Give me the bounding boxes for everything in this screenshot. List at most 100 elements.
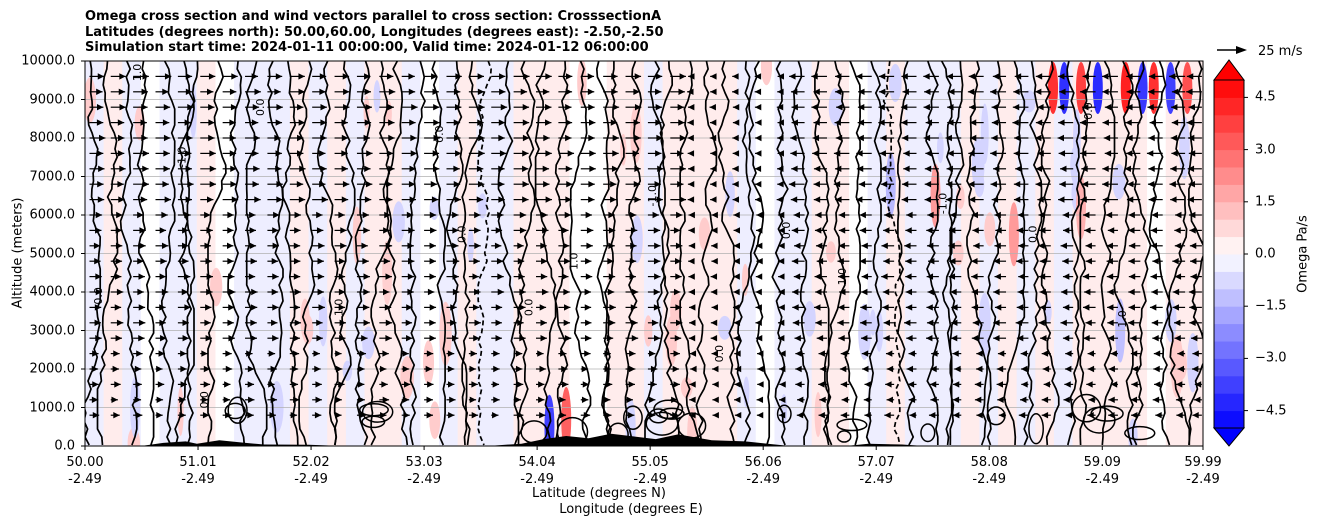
wind-vector-head [649,396,656,403]
wind-vector-head [973,242,980,249]
wind-vector-head [603,396,611,403]
colorbar-extend-min [1212,427,1246,447]
wind-vector-head [688,304,696,311]
wind-vector-head [134,365,142,373]
wind-vector-head [358,365,365,373]
wind-vector-head [777,181,784,188]
wind-vector-head [338,381,345,388]
omega-blob [362,326,375,360]
wind-vector-head [1087,412,1094,419]
wind-vector-head [1186,73,1194,80]
wind-vector-head [540,242,547,249]
wind-vector-head [757,350,764,357]
wind-vector-head [1126,104,1133,111]
wind-vector-head [224,381,231,388]
colorbar [1212,59,1248,447]
wind-vector-head [833,181,841,188]
wind-vector-head [470,350,477,357]
x-tick-longitude: -2.49 [520,472,554,487]
wind-vector-head [452,273,459,280]
wind-vector-head [1106,258,1113,265]
wind-vector-head [429,258,436,265]
x-tick-latitude: 59.99 [1184,455,1222,470]
wind-vector-head [905,227,912,234]
wind-vector-head [297,134,304,142]
wind-vector-head [116,211,123,219]
wind-vector-head [92,381,99,388]
wind-vector-head [119,104,126,111]
wind-vector-head [225,365,233,373]
wind-vector-head [385,242,393,249]
wind-vector-head [688,242,696,249]
omega-band [561,387,572,446]
wind-vector-head [293,335,300,342]
wind-vector-head [313,350,320,357]
wind-vector-head [163,165,170,172]
wind-vector-head [161,242,169,249]
strong-omega-patch [1076,61,1087,114]
wind-vector-head [1191,365,1199,373]
wind-vector-head [1126,134,1133,142]
wind-vector-head [293,242,301,249]
wind-vector-head [675,273,682,280]
wind-vector-head [679,134,687,142]
wind-vector-head [903,150,910,157]
wind-vector-head [246,350,253,357]
wind-vector-head [1080,134,1088,142]
wind-vector-layer [89,73,1202,419]
contour-value-label: 0.0 [1026,226,1039,244]
wind-vector-head [673,227,681,234]
wind-vector-head [819,396,826,403]
wind-vector-head [91,396,99,403]
wind-vector-head [450,304,457,311]
wind-vector-head [227,258,234,265]
wind-vector-head [1188,150,1196,157]
wind-vector-head [994,211,1001,219]
wind-vector-head [364,73,371,80]
wind-vector-head [184,304,191,311]
wind-vector-head [1058,196,1065,203]
wind-vector-head [672,412,679,419]
wind-vector-head [91,365,99,373]
wind-vector-head [363,319,370,326]
contour-layer: 0.0 1.0 -1.0 0.0 0.0 1.0 0.0 0.0 0.0 1.0 -1.0 0.0 0.… [85,61,1203,446]
wind-vector-head [476,165,484,172]
wind-vector-head [859,258,866,265]
wind-vector-head [900,104,908,111]
wind-vector-head [733,319,741,326]
wind-vector-head [249,211,256,219]
wind-vector-head [183,273,191,280]
wind-vector-head [365,104,372,111]
wind-vector-head [1128,304,1135,311]
colorbar-level [1214,288,1244,307]
omega-contour-line [245,61,268,446]
wind-vector-head [991,119,999,126]
x-tick-label: 52.02 -2.49 [292,454,329,488]
wind-vector-head [341,196,349,203]
wind-vector-head [209,181,217,188]
wind-vector-head [293,304,301,311]
wind-vector-head [560,350,567,357]
wind-vector-head [339,319,346,326]
wind-vector-head [1150,227,1158,234]
wind-vector-head [712,412,719,419]
wind-vector-head [492,381,500,388]
wind-vector-head [754,88,762,95]
omega-contour-line [461,61,484,446]
wind-vector-head [1087,350,1094,357]
wind-vector-head [495,335,502,342]
contour-value-label: -1.0 [937,193,950,214]
omega-contour-line [603,61,625,446]
wind-vector-head [566,181,573,188]
wind-vector-head [972,227,979,234]
wind-vector-head [778,304,785,311]
wind-vector-head [1194,381,1202,388]
wind-vector-head [628,381,635,388]
wind-vector-head [429,304,437,311]
wind-vector-head [1177,350,1184,357]
wind-vector-head [990,150,997,157]
wind-vector-head [816,258,824,265]
wind-vector-head [1128,288,1135,296]
wind-vector-head [839,288,846,296]
wind-vector-head [137,258,144,265]
